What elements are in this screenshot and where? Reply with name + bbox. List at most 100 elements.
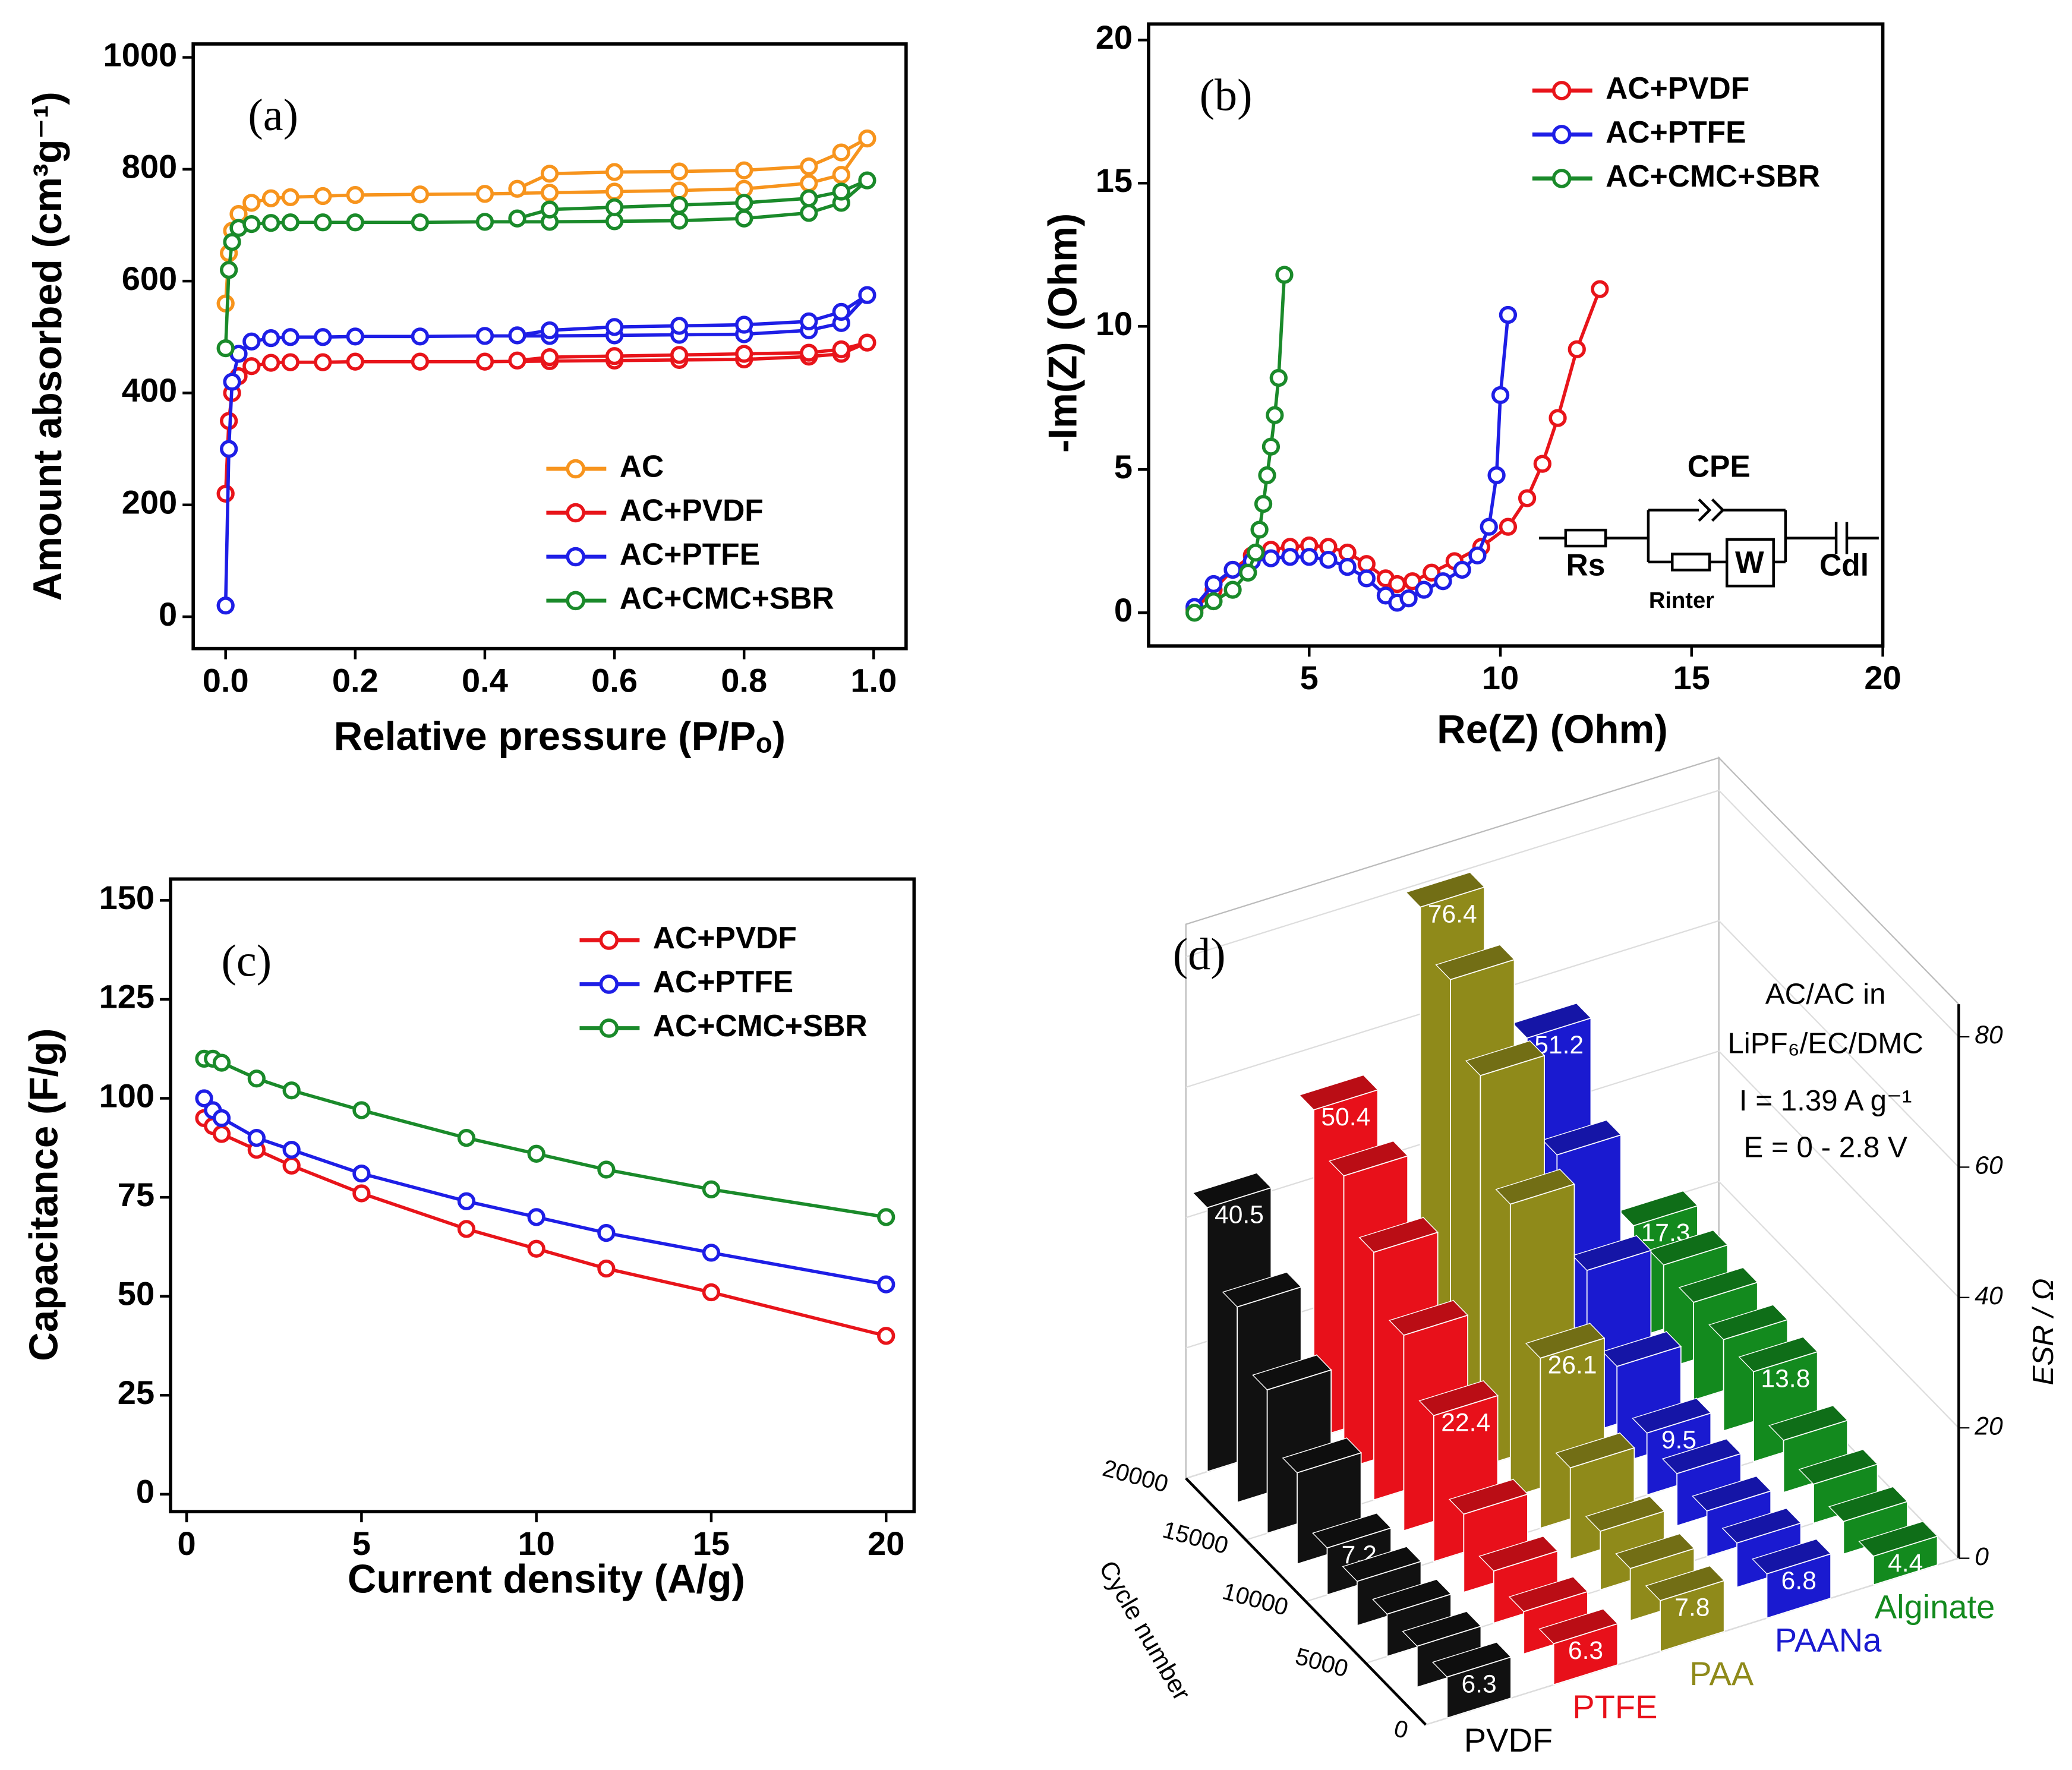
category-label: PAA [1689, 1655, 1754, 1692]
data-point [1357, 555, 1376, 573]
data-point [1533, 455, 1551, 473]
legend-label: AC+PTFE [1606, 115, 1746, 149]
data-point [877, 1208, 895, 1226]
annotation: LiPF₆/EC/DMC [1727, 1027, 1923, 1060]
data-point [261, 189, 280, 207]
data-point [1568, 340, 1586, 358]
inset-label: W [1735, 545, 1764, 579]
data-point [597, 1160, 616, 1179]
data-point [1266, 406, 1284, 424]
series-line [203, 1116, 887, 1338]
data-point [1499, 518, 1518, 536]
data-point [1204, 575, 1223, 594]
y-tick-label: 80 [1975, 1021, 2003, 1049]
data-point [527, 1208, 545, 1226]
data-label: 13.8 [1761, 1365, 1810, 1393]
data-point [670, 162, 689, 181]
data-point [1357, 569, 1376, 588]
data-point [1591, 280, 1609, 298]
legend-label: AC+PTFE [653, 964, 793, 999]
x-tick-label: 20000 [1100, 1454, 1171, 1497]
data-point [1491, 386, 1510, 405]
legend-marker [1551, 81, 1572, 100]
data-point [858, 171, 876, 190]
x-tick-label: 0.4 [462, 662, 508, 699]
series-line [203, 1097, 887, 1286]
data-point [261, 214, 280, 232]
legend-label: AC+CMC+SBR [653, 1008, 868, 1043]
data-point [832, 340, 850, 359]
data-point [1434, 572, 1452, 591]
bar [1872, 1535, 1938, 1586]
data-point [735, 161, 753, 179]
legend-marker [599, 1018, 619, 1038]
data-point [220, 440, 238, 458]
data-point [858, 286, 876, 304]
data-point [670, 195, 689, 214]
data-point [352, 1184, 371, 1203]
category-label: PTFE [1572, 1688, 1657, 1725]
data-point [1338, 543, 1357, 562]
x-tick-label: 1.0 [850, 662, 897, 699]
x-axis-label: Cycle number [1093, 1556, 1196, 1705]
data-point [223, 233, 241, 251]
legend-marker [566, 503, 585, 523]
inset-label: Rinter [1649, 588, 1714, 613]
legend-marker [1551, 125, 1572, 144]
data-point [832, 143, 850, 162]
data-point [702, 1283, 721, 1302]
panel-label: (b) [1200, 71, 1253, 121]
data-point [475, 185, 494, 203]
data-point [877, 1275, 895, 1293]
data-point [411, 352, 430, 371]
data-point [735, 345, 753, 363]
data-point [1468, 546, 1487, 564]
data-point [1415, 580, 1433, 599]
data-point [832, 182, 850, 201]
inset-label: CPE [1688, 449, 1751, 484]
data-point [314, 353, 332, 371]
data-point [540, 348, 559, 367]
data-point [670, 346, 689, 364]
data-point [1403, 572, 1422, 591]
data-label: 22.4 [1441, 1408, 1490, 1437]
y-tick-label: 25 [118, 1374, 154, 1411]
data-point [540, 321, 559, 340]
data-point [597, 1223, 616, 1242]
y-tick-label: 800 [122, 148, 178, 185]
y-tick-label: 1000 [103, 36, 178, 73]
y-tick-label: 10 [1096, 305, 1133, 342]
x-tick-label: 15 [1673, 659, 1710, 696]
x-tick-label: 10000 [1220, 1577, 1291, 1620]
data-point [314, 187, 332, 206]
y-tick-label: 200 [122, 483, 178, 520]
data-point [605, 347, 624, 365]
y-tick-label: 40 [1975, 1282, 2003, 1310]
x-axis-label: Relative pressure (P/Pₒ) [334, 714, 786, 759]
data-point [1518, 489, 1537, 507]
inset-label: Cdl [1819, 548, 1869, 582]
data-point [1204, 592, 1223, 611]
x-tick-label: 5 [352, 1525, 371, 1562]
data-point [212, 1109, 231, 1127]
data-point [832, 166, 850, 184]
y-tick-label: 150 [99, 879, 155, 916]
legend-marker [566, 591, 585, 611]
data-point [223, 373, 241, 391]
data-point [314, 328, 332, 346]
data-point [242, 194, 261, 212]
plot-frame [191, 42, 908, 651]
data-label: 6.3 [1568, 1636, 1603, 1665]
data-point [508, 209, 526, 228]
data-point [1223, 580, 1242, 599]
data-point [1262, 437, 1281, 456]
data-point [1247, 543, 1265, 562]
data-label: 6.3 [1462, 1670, 1497, 1698]
x-tick-label: 0.8 [721, 662, 767, 699]
data-point [702, 1180, 721, 1198]
data-point [800, 157, 818, 176]
data-point [605, 318, 624, 336]
data-point [281, 213, 299, 232]
